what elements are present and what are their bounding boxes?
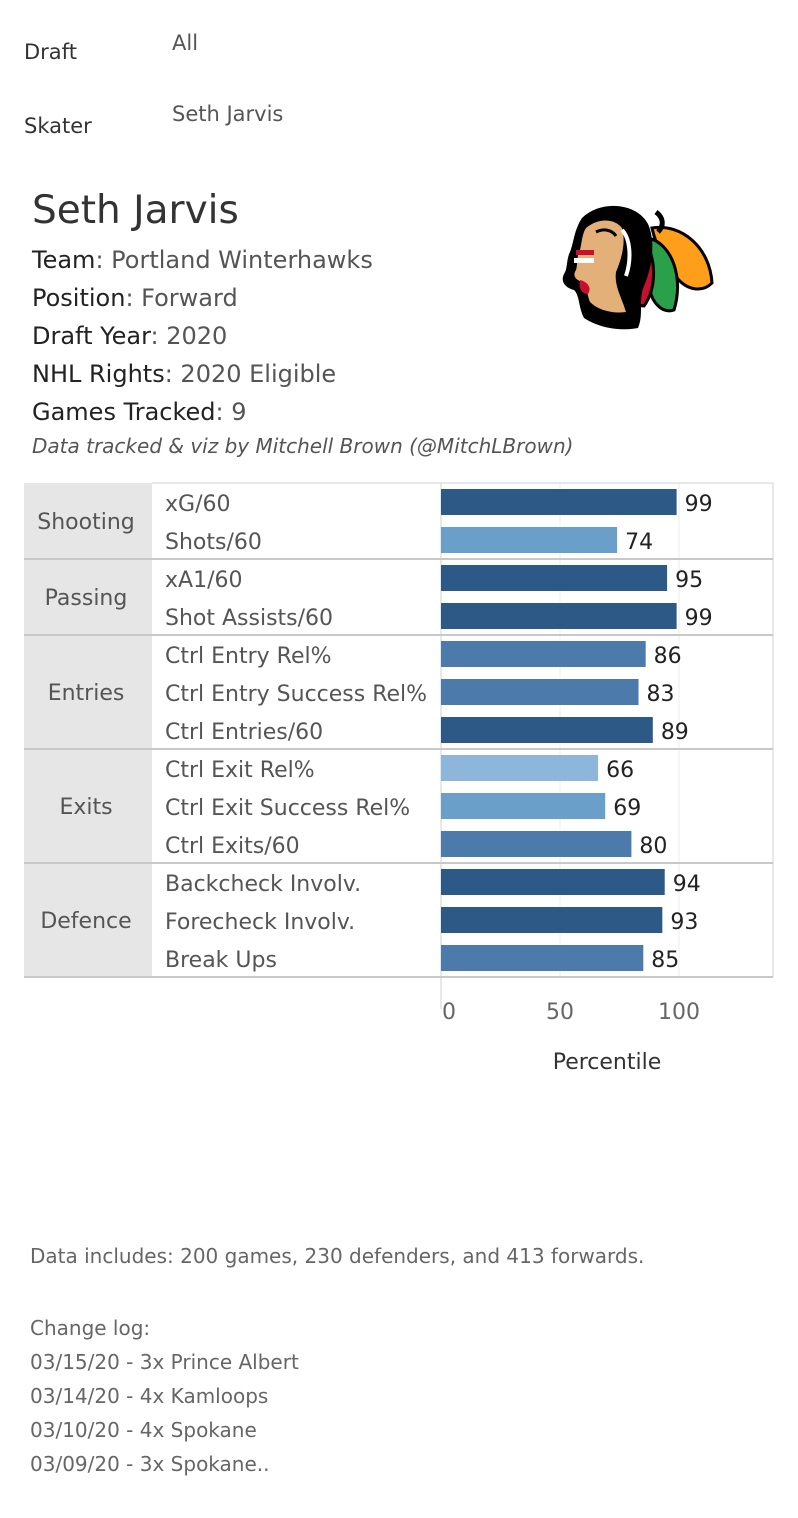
- metric-label: Ctrl Entries/60: [165, 720, 323, 745]
- group-cell: [24, 749, 152, 863]
- team-label: Team: [32, 246, 96, 274]
- x-tick-label: 0: [442, 1000, 456, 1025]
- games-tracked-line: Games Tracked: 9: [32, 398, 247, 426]
- bar-value-label: 93: [670, 910, 698, 935]
- percentile-bar: [441, 603, 677, 629]
- metric-label: Backcheck Involv.: [165, 872, 361, 897]
- percentile-bar: [441, 831, 632, 857]
- draft-year-line: Draft Year: 2020: [32, 322, 228, 350]
- draft-filter-value[interactable]: All: [172, 31, 199, 55]
- percentile-bar: [441, 793, 606, 819]
- changelog-entry: 03/15/20 - 3x Prince Albert: [30, 1350, 299, 1374]
- group-cell: [24, 863, 152, 977]
- team-value: Portland Winterhawks: [111, 246, 373, 274]
- percentile-bar: [441, 527, 618, 553]
- changelog-entry: 03/09/20 - 3x Spokane..: [30, 1452, 270, 1476]
- group-cell: [24, 635, 152, 749]
- percentile-bar-chart: Shooting xG/60 99 Shots/60 74 Passing xA1/60 95…: [24, 482, 774, 1075]
- group-label: Shooting: [37, 510, 134, 535]
- metric-label: xA1/60: [165, 568, 242, 593]
- changelog-title: Change log:: [30, 1316, 151, 1340]
- draft-year-label: Draft Year: [32, 322, 151, 350]
- percentile-bar: [441, 489, 677, 515]
- group-label: Exits: [59, 795, 112, 820]
- percentile-bar: [441, 907, 663, 933]
- metric-label: xG/60: [165, 492, 230, 517]
- player-name: Seth Jarvis: [32, 188, 239, 233]
- games-tracked-label: Games Tracked: [32, 398, 216, 426]
- skater-filter-label: Skater: [24, 114, 92, 138]
- nhl-rights-line: NHL Rights: 2020 Eligible: [32, 360, 337, 388]
- chicago-blackhawks-logo-icon: [562, 205, 714, 330]
- metric-label: Ctrl Exits/60: [165, 834, 300, 859]
- position-value: Forward: [141, 284, 238, 312]
- skater-filter-value[interactable]: Seth Jarvis: [172, 102, 284, 126]
- bar-value-label: 99: [685, 606, 713, 631]
- bar-value-label: 69: [613, 796, 641, 821]
- percentile-bar: [441, 641, 646, 667]
- data-summary: Data includes: 200 games, 230 defenders,…: [30, 1244, 645, 1268]
- metric-label: Ctrl Entry Success Rel%: [165, 682, 427, 707]
- nhl-rights-value: 2020 Eligible: [180, 360, 337, 388]
- bar-value-label: 86: [654, 644, 682, 669]
- percentile-bar: [441, 945, 644, 971]
- metric-label: Break Ups: [165, 948, 277, 973]
- footer: Data includes: 200 games, 230 defenders,…: [30, 1244, 644, 1476]
- bar-value-label: 89: [661, 720, 689, 745]
- bar-value-label: 85: [651, 948, 679, 973]
- group-label: Passing: [45, 586, 128, 611]
- bar-value-label: 95: [675, 568, 703, 593]
- metric-label: Shot Assists/60: [165, 606, 333, 631]
- bar-value-label: 74: [625, 530, 653, 555]
- x-tick-label: 100: [658, 1000, 700, 1025]
- draft-filter-label: Draft: [24, 40, 77, 64]
- metric-label: Shots/60: [165, 530, 262, 555]
- metric-label: Ctrl Entry Rel%: [165, 644, 332, 669]
- percentile-bar: [441, 755, 599, 781]
- x-axis-title: Percentile: [553, 1050, 662, 1075]
- group-label: Entries: [48, 681, 125, 706]
- games-tracked-value: 9: [231, 398, 247, 426]
- credit-line: Data tracked & viz by Mitchell Brown (@M…: [32, 434, 574, 458]
- changelog-entry: 03/14/20 - 4x Kamloops: [30, 1384, 269, 1408]
- bar-value-label: 99: [685, 492, 713, 517]
- nhl-rights-label: NHL Rights: [32, 360, 165, 388]
- group-label: Defence: [40, 909, 131, 934]
- bar-value-label: 94: [673, 872, 701, 897]
- group-cell: [24, 559, 152, 635]
- metric-label: Ctrl Exit Success Rel%: [165, 796, 410, 821]
- group-cell: [24, 483, 152, 559]
- draft-year-value: 2020: [166, 322, 228, 350]
- changelog-entry: 03/10/20 - 4x Spokane: [30, 1418, 257, 1442]
- team-line: Team: Portland Winterhawks: [32, 246, 373, 274]
- x-tick-label: 50: [546, 1000, 574, 1025]
- position-line: Position: Forward: [32, 284, 238, 312]
- percentile-bar: [441, 869, 665, 895]
- percentile-bar: [441, 565, 668, 591]
- bar-value-label: 83: [647, 682, 675, 707]
- metric-label: Forecheck Involv.: [165, 910, 355, 935]
- metric-label: Ctrl Exit Rel%: [165, 758, 315, 783]
- percentile-bar: [441, 717, 653, 743]
- position-label: Position: [32, 284, 126, 312]
- percentile-bar: [441, 679, 639, 705]
- bar-value-label: 80: [639, 834, 667, 859]
- bar-value-label: 66: [606, 758, 634, 783]
